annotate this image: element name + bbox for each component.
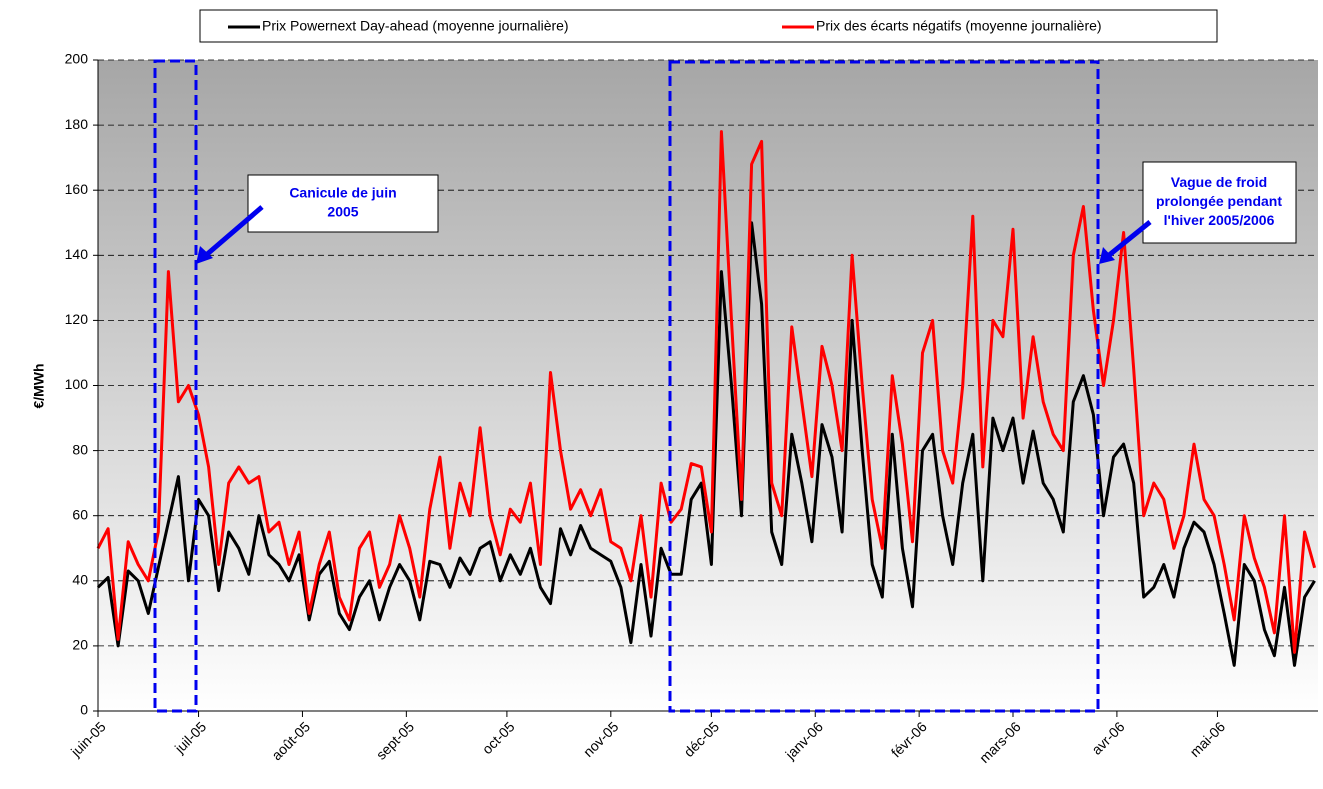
- y-tick-label: 0: [80, 702, 88, 718]
- y-tick-label: 200: [65, 51, 89, 67]
- highlight-box: [153, 59, 198, 713]
- x-tick-label: févr-06: [888, 718, 930, 760]
- y-tick-label: 160: [65, 181, 89, 197]
- x-tick-label: mars-06: [976, 718, 1024, 766]
- annotation-text: prolongée pendant: [1156, 193, 1282, 209]
- y-axis-label: €/MWh: [31, 363, 47, 408]
- y-tick-label: 100: [65, 376, 89, 392]
- x-tick-label: déc-05: [681, 718, 723, 760]
- y-tick-label: 20: [72, 637, 88, 653]
- y-tick-label: 140: [65, 246, 89, 262]
- x-tick-label: nov-05: [580, 718, 622, 760]
- highlight-box: [668, 60, 1100, 713]
- x-tick-label: mai-06: [1187, 718, 1229, 760]
- arrow-head: [196, 246, 213, 264]
- y-tick-label: 180: [65, 116, 89, 132]
- arrow: [203, 205, 264, 258]
- y-tick-label: 60: [72, 506, 88, 522]
- series-line: [96, 221, 1316, 667]
- annotation-text: 2005: [327, 204, 358, 220]
- annotation-text: Canicule de juin: [289, 185, 396, 201]
- y-tick-label: 120: [65, 311, 89, 327]
- x-tick-label: sept-05: [373, 718, 417, 762]
- annotation-text: l'hiver 2005/2006: [1164, 212, 1275, 228]
- x-tick-label: juin-05: [67, 718, 109, 760]
- arrow-head: [1099, 247, 1115, 264]
- legend-label: Prix Powernext Day-ahead (moyenne journa…: [262, 18, 569, 34]
- x-tick-label: avr-06: [1088, 718, 1128, 758]
- x-tick-label: juil-05: [171, 718, 210, 757]
- arrow: [1106, 220, 1152, 258]
- y-tick-label: 40: [72, 572, 88, 588]
- annotation-box: [1142, 161, 1297, 244]
- x-tick-label: janv-06: [782, 718, 827, 763]
- y-tick-label: 80: [72, 441, 88, 457]
- x-tick-label: oct-05: [479, 718, 518, 757]
- annotation-box: [247, 174, 439, 233]
- x-tick-label: août-05: [268, 718, 313, 763]
- legend-label: Prix des écarts négatifs (moyenne journa…: [816, 18, 1102, 34]
- annotation-text: Vague de froid: [1171, 174, 1267, 190]
- series-line: [96, 130, 1317, 654]
- legend: [199, 9, 1218, 43]
